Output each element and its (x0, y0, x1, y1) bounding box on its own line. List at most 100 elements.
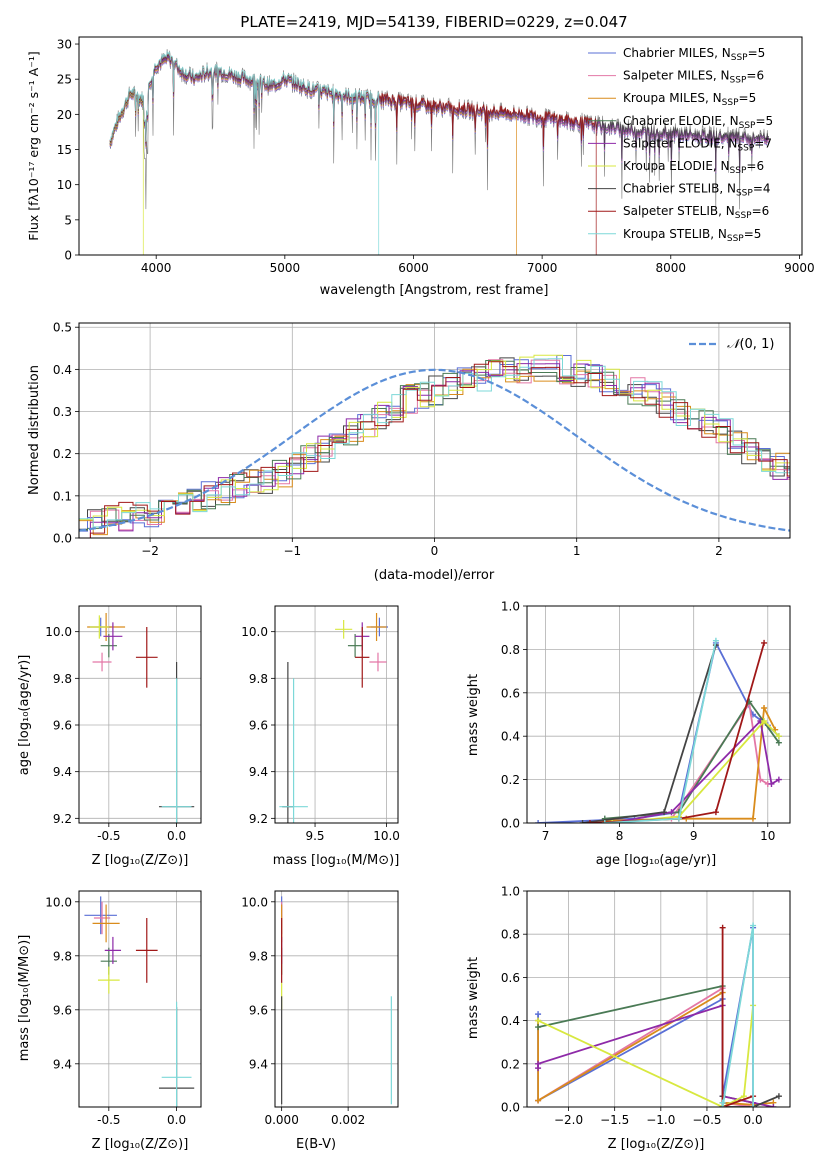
legend-label: Chabrier ELODIE, N (623, 114, 739, 128)
mass-weight-line (537, 1005, 754, 1107)
mass-weight-marker (719, 924, 726, 931)
mass-weight-marker (761, 704, 768, 711)
legend-label: Salpeter STELIB, N (623, 204, 735, 218)
y-tick-label: 9.4 (53, 1057, 72, 1071)
legend-subscript: SSP (730, 76, 747, 86)
y-tick-label: 1.0 (501, 600, 520, 614)
x-tick-label: 0.000 (264, 1113, 298, 1127)
axes-frame (274, 605, 399, 824)
axes-frame (526, 890, 791, 1108)
x-tick-label: 6000 (398, 261, 429, 275)
mass-z-xlabel: Z [log₁₀(Z/Z⊙)] (92, 1137, 189, 1152)
x-tick-label: 5000 (270, 261, 301, 275)
mass-weight-marker (579, 820, 586, 823)
y-tick-label: 9.2 (249, 812, 268, 826)
legend-entry: Salpeter STELIB, NSSP=6 (623, 204, 769, 221)
mass-z-ylabel: mass [log₁₀(M/M⊙)] (17, 935, 32, 1062)
y-tick-label: 0.3 (53, 405, 72, 419)
mass-weight-marker (770, 1104, 777, 1107)
mass-weight-line (604, 640, 717, 823)
y-tick-label: 0.8 (501, 928, 520, 942)
legend-count: =7 (754, 136, 772, 150)
residual-histogram: −2 −1 0 1 2 0.0 0.1 0.2 0.3 0.4 0.5 (53, 321, 791, 558)
legend-count: =6 (752, 204, 770, 218)
age-z-xlabel: Z [log₁₀(Z/Z⊙)] (92, 853, 189, 868)
legend-label: Kroupa STELIB, N (623, 227, 727, 241)
y-tick-label: 9.8 (249, 672, 268, 686)
x-tick-label: -0.5 (97, 829, 120, 843)
mass-weight-marker (535, 1011, 542, 1018)
legend-label: Chabrier MILES, N (623, 46, 731, 60)
histogram-series (79, 358, 790, 528)
y-tick-label: 9.8 (53, 672, 72, 686)
mass-weight-line (537, 927, 754, 1103)
x-tick-label: 7000 (527, 261, 558, 275)
mass-weight-marker (535, 820, 542, 823)
y-tick-label: 9.8 (53, 949, 72, 963)
mass-weight-marker (661, 809, 668, 816)
legend-count: =4 (753, 182, 771, 196)
y-tick-label: 0.6 (501, 971, 520, 985)
y-tick-label: 0.6 (501, 686, 520, 700)
mass-weight-vs-z-plot: −2.0 −1.5 −1.0 −0.5 0.0 0.0 0.2 0.4 0.6 0.8 1.0 (501, 885, 791, 1127)
y-tick-label: 25 (57, 73, 72, 87)
residual-legend: 𝒩(0, 1) (689, 337, 774, 352)
mass-weight-marker (535, 1017, 542, 1024)
x-tick-label: −2.0 (554, 1113, 583, 1127)
plot-area (535, 637, 782, 823)
x-tick-label: 8 (616, 829, 624, 843)
model-spectrum (109, 51, 380, 255)
mass-weight-marker (668, 809, 675, 816)
mass-weight-marker (719, 1104, 726, 1107)
x-tick-label: 7 (542, 829, 550, 843)
legend-subscript: SSP (722, 98, 739, 108)
legend-count: =5 (744, 227, 762, 241)
axes-frame (274, 890, 399, 1108)
legend-entry: Chabrier MILES, NSSP=5 (623, 46, 765, 63)
x-tick-label: 9 (690, 829, 698, 843)
plot-area (535, 922, 782, 1107)
y-tick-label: 0.4 (501, 730, 520, 744)
y-tick-label: 9.6 (53, 719, 72, 733)
x-tick-label: −2 (141, 544, 159, 558)
x-tick-label: −1 (283, 544, 301, 558)
x-tick-label: 0.0 (167, 1113, 186, 1127)
y-tick-label: 10.0 (45, 895, 72, 909)
y-tick-label: 1.0 (501, 885, 520, 899)
legend-entry: Chabrier ELODIE, NSSP=5 (623, 114, 773, 131)
axes-frame (78, 605, 202, 824)
mass-weight-vs-age-plot: 7 8 9 10 0.0 0.2 0.4 0.6 0.8 1.0 (501, 600, 791, 843)
x-tick-label: 9000 (784, 261, 815, 275)
mass-weight-line (721, 925, 754, 1107)
age-mass-xlabel: mass [log₁₀(M/M⊙)] (273, 853, 400, 868)
legend-subscript: SSP (737, 143, 754, 153)
y-tick-label: 15 (57, 143, 72, 157)
x-tick-label: -0.5 (97, 1113, 120, 1127)
mass-weight-marker (586, 820, 593, 823)
histogram-series (79, 361, 790, 538)
mass-vs-ebv-plot: 0.000 0.002 9.4 9.6 9.8 10.0 (241, 890, 399, 1127)
plot-area (87, 613, 195, 823)
x-tick-label: 10.0 (373, 829, 400, 843)
legend-subscript: SSP (739, 121, 756, 131)
spectrum-title: PLATE=2419, MJD=54139, FIBERID=0229, z=0… (240, 13, 627, 31)
mass-weight-marker (761, 639, 768, 646)
mw-z-xlabel: Z [log₁₀(Z/Z⊙)] (608, 1137, 705, 1152)
y-tick-label: 5 (64, 213, 72, 227)
mass-weight-marker (750, 922, 757, 929)
legend-count: =5 (755, 114, 773, 128)
x-tick-label: 1 (573, 544, 581, 558)
legend-label: Kroupa ELODIE, N (623, 159, 730, 173)
y-tick-label: 0.2 (501, 1057, 520, 1071)
legend-entry: Kroupa ELODIE, NSSP=6 (623, 159, 764, 176)
mass-weight-marker (609, 820, 616, 823)
y-tick-label: 9.4 (249, 1057, 268, 1071)
histogram-series (79, 368, 790, 536)
y-tick-label: 9.8 (249, 949, 268, 963)
mass-ebv-xlabel: E(B-V) (296, 1137, 336, 1152)
x-tick-label: 0.0 (167, 829, 186, 843)
y-tick-label: 9.6 (53, 1003, 72, 1017)
legend-label: Salpeter ELODIE, N (623, 136, 737, 150)
mass-weight-marker (768, 780, 775, 787)
mass-weight-line (604, 701, 769, 822)
